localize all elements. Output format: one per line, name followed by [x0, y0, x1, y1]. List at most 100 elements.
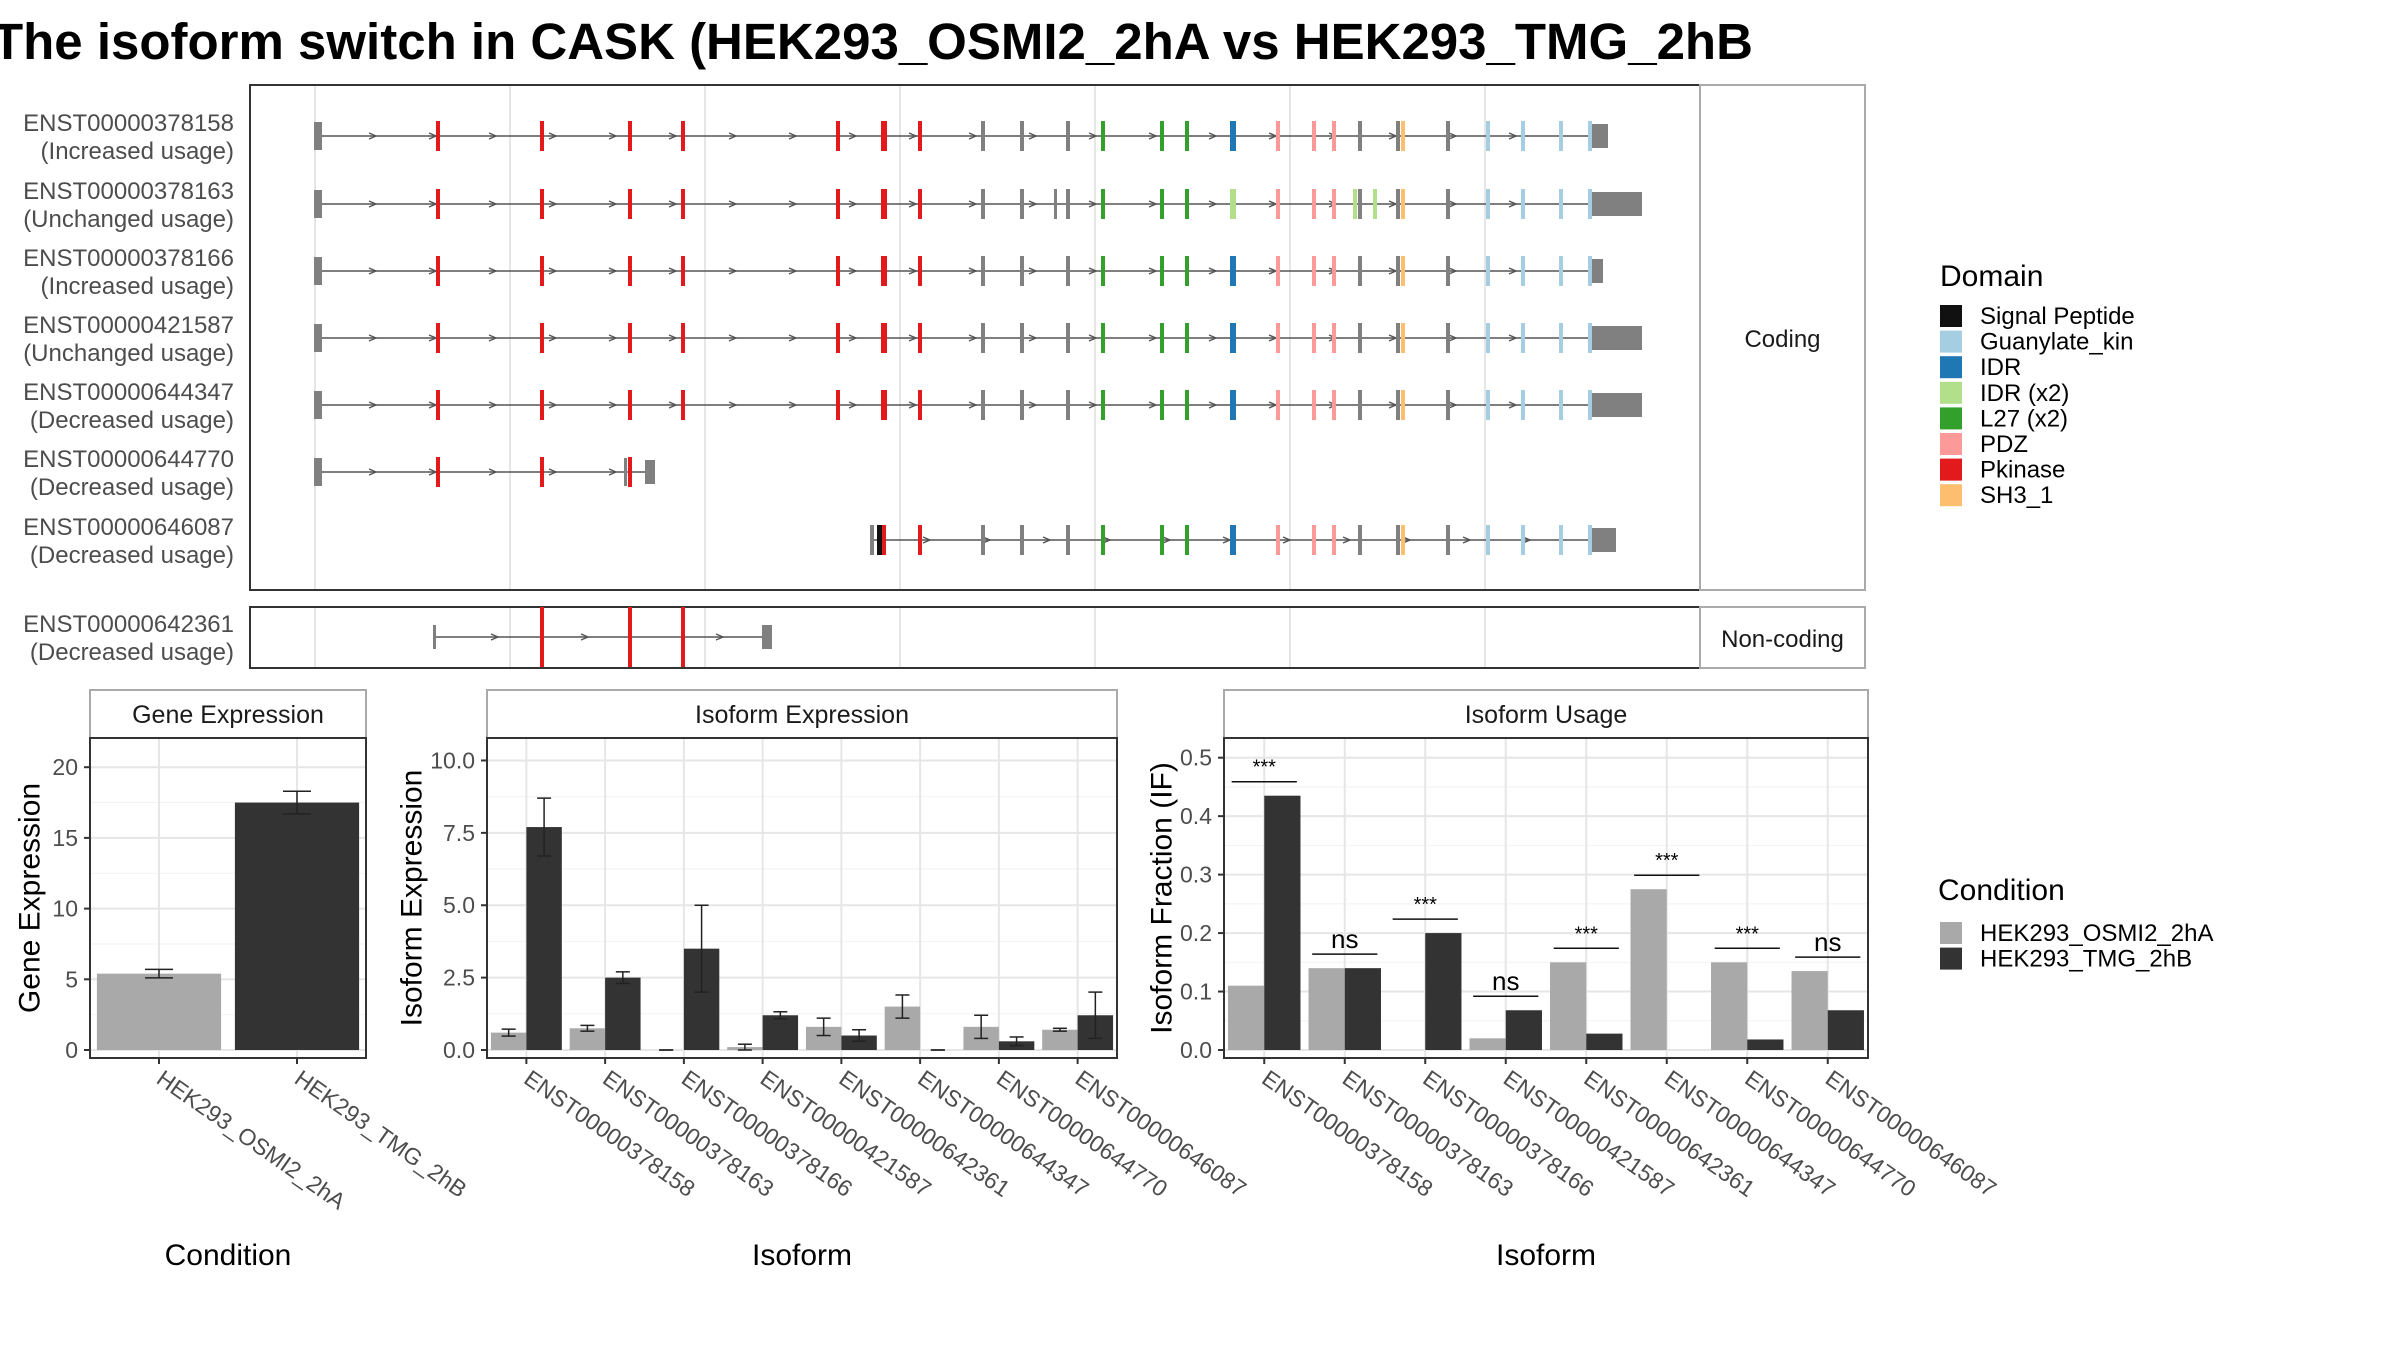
- exon-pkinase: [681, 121, 685, 151]
- exon-pkinase: [628, 121, 632, 151]
- exon-pdz: [1312, 525, 1316, 555]
- bar: [605, 977, 641, 1050]
- intron-arrow: [1028, 401, 1038, 409]
- panel-border: [486, 737, 1118, 1059]
- intron-arrow: [1448, 267, 1458, 275]
- exon-pdz: [1276, 525, 1280, 555]
- y-tick-label: 2.5: [443, 965, 475, 991]
- y-tick-label: 0.4: [1180, 803, 1212, 829]
- intron-arrow: [1102, 536, 1112, 544]
- transcript-usage-label: (Decreased usage): [30, 474, 234, 501]
- x-axis-title: Isoform: [1496, 1239, 1596, 1272]
- y-axis-title: Isoform Expression: [396, 770, 429, 1027]
- intron-arrow: [668, 200, 678, 208]
- intron-arrow: [788, 401, 798, 409]
- intron-arrow: [788, 334, 798, 342]
- intron-arrow: [1448, 200, 1458, 208]
- exon-sh3-1: [1401, 256, 1405, 286]
- intron-arrow: [1042, 536, 1052, 544]
- utr-exon: [1592, 192, 1642, 216]
- utr-exon: [1592, 326, 1642, 350]
- intron-arrow: [788, 200, 798, 208]
- exon-pkinase: [628, 390, 632, 420]
- exon-exon: [1396, 323, 1400, 353]
- exon-guanylate-kin: [1588, 323, 1592, 353]
- exon-guanylate-kin: [1588, 189, 1592, 219]
- intron-arrow: [1028, 267, 1038, 275]
- intron-arrow: [668, 267, 678, 275]
- exon-exon: [1020, 121, 1024, 151]
- bar: [1827, 1010, 1864, 1050]
- bar: [234, 802, 360, 1050]
- intron-arrow: [668, 401, 678, 409]
- exon-idr: [1230, 323, 1236, 353]
- exon-guanylate-kin: [1588, 525, 1592, 555]
- exon-l27-x2-: [1160, 121, 1164, 151]
- intron-arrow: [1088, 267, 1098, 275]
- exon-guanylate-kin: [1559, 189, 1563, 219]
- exon-pdz: [1312, 189, 1316, 219]
- legend-key-label: IDR: [1980, 354, 2021, 381]
- transcript-id-label: ENST00000646087: [23, 514, 234, 541]
- utr-exon: [1592, 124, 1608, 148]
- exon-l27-x2-: [1185, 189, 1189, 219]
- intron-arrow: [968, 200, 978, 208]
- intron-arrow: [1148, 334, 1158, 342]
- intron-arrow: [1508, 334, 1518, 342]
- exon-guanylate-kin: [1521, 323, 1525, 353]
- exon-l27-x2-: [1160, 390, 1164, 420]
- significance-label: ***: [1655, 850, 1679, 872]
- exon-pdz: [1332, 189, 1336, 219]
- exon-l27-x2-: [1160, 189, 1164, 219]
- facet-strip: [89, 689, 367, 739]
- exon-pdz: [1276, 189, 1280, 219]
- intron-arrow: [548, 334, 558, 342]
- bar: [1711, 962, 1748, 1050]
- intron-arrow: [548, 267, 558, 275]
- exon-exon: [1358, 390, 1362, 420]
- chart-title: Isoform Expression: [695, 701, 909, 729]
- exon-exon: [981, 256, 985, 286]
- intron-arrow: [848, 200, 858, 208]
- intron-arrow: [1088, 334, 1098, 342]
- exon-idr-x2: [1353, 189, 1357, 219]
- transcript-usage-label: (Decreased usage): [30, 407, 234, 434]
- exon-pdz: [1332, 323, 1336, 353]
- exon-exon: [870, 525, 874, 555]
- utr-exon: [1592, 393, 1642, 417]
- exon-exon: [1066, 121, 1070, 151]
- intron-arrow: [1448, 132, 1458, 140]
- y-tick-label: 0.5: [1180, 745, 1212, 771]
- bar: [1630, 889, 1667, 1050]
- intron-arrow: [368, 334, 378, 342]
- intron-arrow: [788, 267, 798, 275]
- condition-legend-title: Condition: [1938, 874, 2065, 907]
- legend-key-label: IDR (x2): [1980, 380, 2069, 407]
- exon-pkinase: [836, 390, 840, 420]
- bar: [1550, 962, 1587, 1050]
- exon-exon: [1358, 323, 1362, 353]
- exon-l27-x2-: [1185, 256, 1189, 286]
- intron-arrow: [1508, 267, 1518, 275]
- exon-exon: [1020, 525, 1024, 555]
- bar: [569, 1028, 606, 1050]
- exon-guanylate-kin: [1559, 390, 1563, 420]
- exon-pkinase: [836, 256, 840, 286]
- exon-exon: [1446, 525, 1450, 555]
- intron-arrow: [728, 200, 738, 208]
- chart-panel-1: Isoform Expression0.02.55.07.510.0ENST00…: [396, 689, 1251, 1272]
- transcript-id-label: ENST00000421587: [23, 312, 234, 339]
- legend-key-label: Signal Peptide: [1980, 303, 2135, 330]
- intron-arrow: [848, 401, 858, 409]
- exon-exon: [1358, 189, 1362, 219]
- exon-pkinase: [681, 323, 685, 353]
- transcript-usage-label: (Increased usage): [41, 273, 234, 300]
- intron-arrow: [488, 267, 498, 275]
- intron-arrow: [608, 200, 618, 208]
- intron-arrow: [1148, 132, 1158, 140]
- exon-exon: [1396, 390, 1400, 420]
- intron-arrow: [1088, 401, 1098, 409]
- transcript-usage-label: (Decreased usage): [30, 639, 234, 666]
- transcript-usage-label: (Unchanged usage): [23, 340, 234, 367]
- exon-pdz: [1276, 256, 1280, 286]
